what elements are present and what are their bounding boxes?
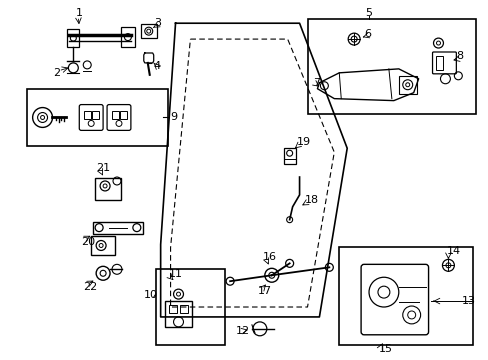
Bar <box>435 56 443 70</box>
Bar <box>67 29 79 47</box>
Text: 13: 13 <box>461 296 475 306</box>
Bar <box>121 27 135 47</box>
Text: 21: 21 <box>96 163 110 173</box>
Bar <box>307 19 475 113</box>
Text: 12: 12 <box>236 326 250 336</box>
Text: 10: 10 <box>143 290 158 300</box>
Text: 8: 8 <box>455 51 463 61</box>
Bar <box>120 111 127 120</box>
Text: 2: 2 <box>53 68 61 78</box>
Bar <box>155 269 224 345</box>
Text: 14: 14 <box>446 247 460 256</box>
Bar <box>93 222 142 234</box>
Text: 19: 19 <box>296 137 310 147</box>
Bar <box>27 89 167 146</box>
Bar <box>91 235 115 255</box>
Bar <box>95 178 121 200</box>
Bar <box>339 247 472 345</box>
Text: 3: 3 <box>153 18 161 28</box>
Bar <box>283 148 295 164</box>
Text: 7: 7 <box>313 78 320 88</box>
Text: 20: 20 <box>81 237 95 247</box>
Text: 5: 5 <box>365 8 372 18</box>
Text: 16: 16 <box>263 252 276 262</box>
Text: 6: 6 <box>364 29 370 39</box>
Bar <box>141 24 156 38</box>
Text: 11: 11 <box>168 269 182 279</box>
Text: 15: 15 <box>378 344 392 354</box>
Text: 4: 4 <box>153 61 161 71</box>
Text: 17: 17 <box>257 286 271 296</box>
Bar <box>84 111 91 120</box>
Bar <box>180 305 188 313</box>
Bar <box>168 305 176 313</box>
Text: 1: 1 <box>76 8 83 18</box>
Bar <box>164 301 192 327</box>
Bar <box>398 76 416 94</box>
Bar <box>92 111 99 120</box>
Bar <box>112 111 119 120</box>
Text: 18: 18 <box>304 195 318 205</box>
Text: 9: 9 <box>170 112 177 122</box>
Text: 22: 22 <box>83 282 97 292</box>
